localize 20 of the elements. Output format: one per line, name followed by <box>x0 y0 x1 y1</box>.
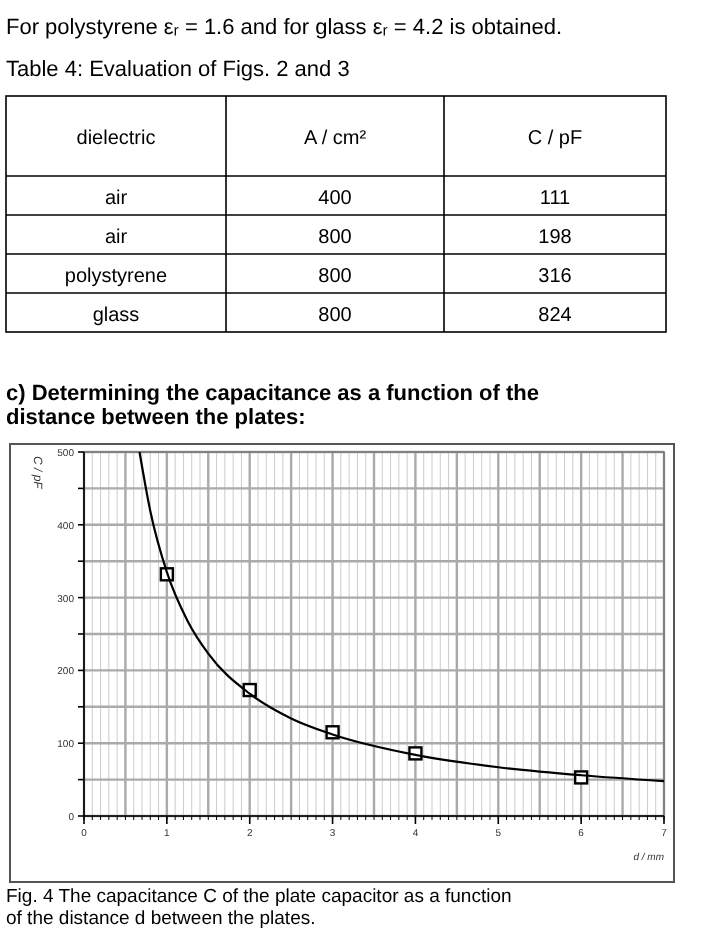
text: Table 4: Evaluation of Figs. 2 and 3 <box>6 58 350 82</box>
text: dielectric <box>76 128 156 150</box>
category-label: polystyrene <box>64 266 169 288</box>
caption: Fig. 4 The capacitance C of the plate capacitor as a function of the distance d between the plates. <box>6 886 512 930</box>
data-label: 824 <box>538 305 573 327</box>
line-series <box>138 450 666 783</box>
text: C / pF <box>527 128 583 150</box>
category-label: air <box>104 227 129 249</box>
data-label: 800 <box>318 227 353 249</box>
text: A / cm² <box>303 128 368 150</box>
data-label: 111 <box>539 188 572 210</box>
data-label: 800 <box>318 266 353 288</box>
data-label: 316 <box>538 266 573 288</box>
chart-title: c) Determining the capacitance as a function of the distance between the plates: <box>6 382 539 430</box>
category-label: air <box>104 188 129 210</box>
text: For polystyrene εᵣ = 1.6 and for glass εᵣ = 4.2 is obtained. <box>6 16 563 40</box>
data-label: 800 <box>318 305 353 327</box>
category-label: glass <box>92 305 140 327</box>
data-label: 198 <box>538 227 573 249</box>
data-label: 400 <box>318 188 353 210</box>
